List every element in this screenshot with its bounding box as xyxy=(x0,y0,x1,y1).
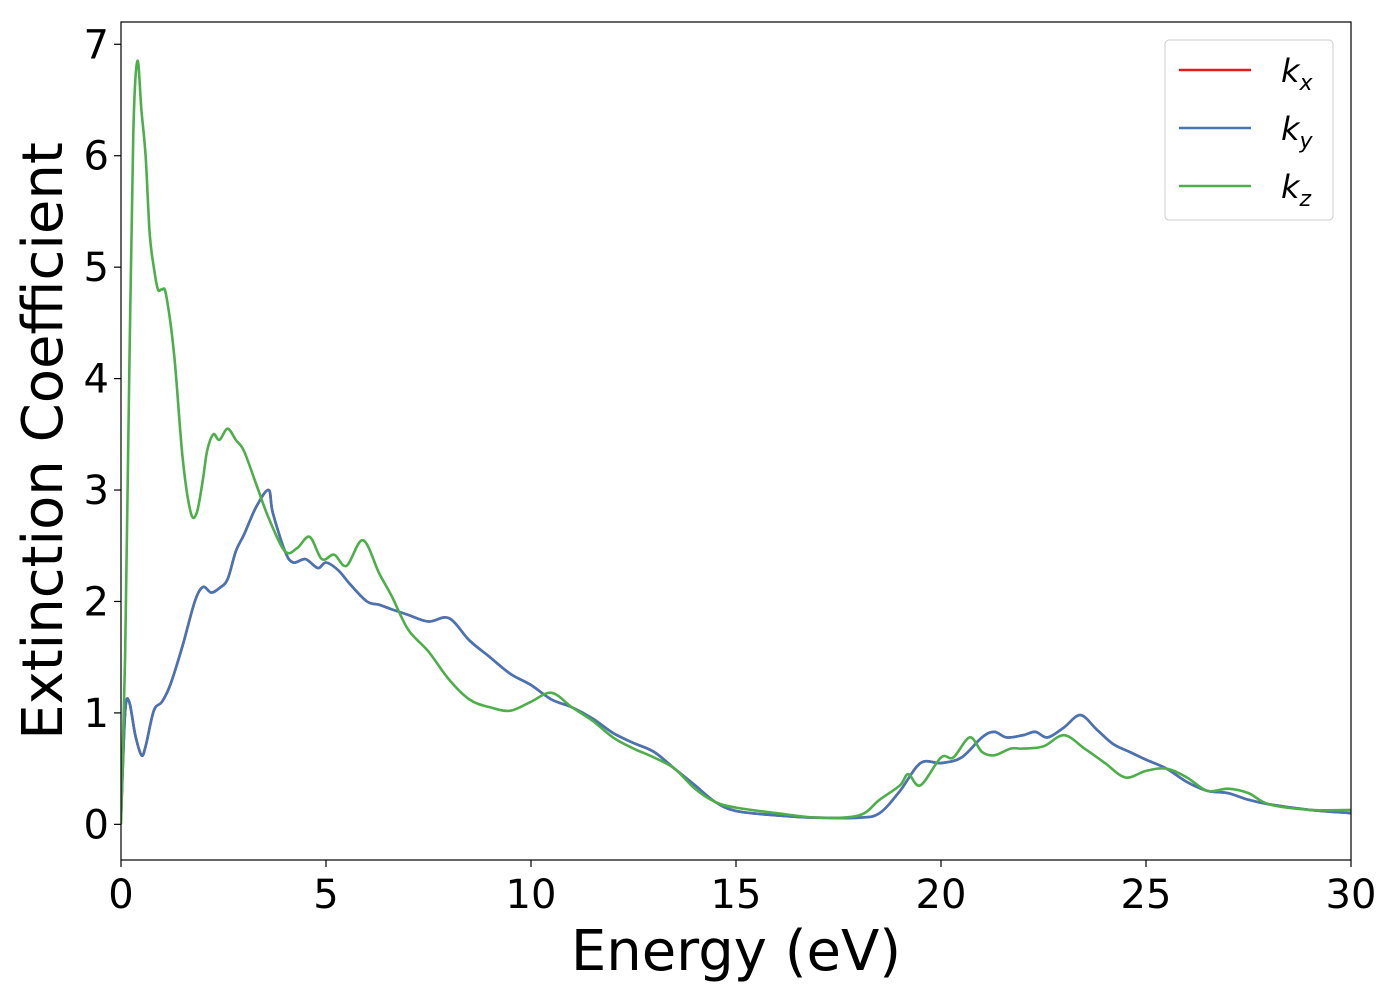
series-line-k_z xyxy=(121,59,1351,825)
y-axis-title: Extinction Coefficient xyxy=(11,142,76,740)
x-tick-label: 10 xyxy=(506,872,557,918)
y-tick-label: 5 xyxy=(84,245,109,291)
x-tick-label: 0 xyxy=(108,872,133,918)
legend-label-k_x: kx xyxy=(1281,52,1314,96)
legend-label-k_z: kz xyxy=(1281,168,1312,212)
y-tick-label: 4 xyxy=(84,357,109,403)
legend: kx ky kz xyxy=(1164,39,1334,221)
y-tick-label: 0 xyxy=(84,802,109,848)
x-tick-label: 25 xyxy=(1121,872,1172,918)
plot-area xyxy=(120,21,1352,861)
plot-background xyxy=(121,22,1351,860)
legend-box xyxy=(1164,39,1334,221)
x-tick-label: 15 xyxy=(711,872,762,918)
y-axis-ticks: 0 1 2 3 4 5 6 7 xyxy=(84,22,121,848)
x-tick-label: 30 xyxy=(1326,872,1377,918)
x-tick-label: 20 xyxy=(916,872,967,918)
legend-items: kx ky kz xyxy=(1179,52,1314,212)
y-tick-label: 2 xyxy=(84,579,109,625)
y-tick-label: 6 xyxy=(84,134,109,180)
y-tick-label: 1 xyxy=(84,691,109,737)
legend-label-k_y: ky xyxy=(1281,110,1314,154)
y-tick-label: 7 xyxy=(84,22,109,68)
series-layer xyxy=(121,59,1351,825)
x-axis-ticks: 0 5 10 15 20 25 30 xyxy=(108,860,1376,918)
y-tick-label: 3 xyxy=(84,468,109,514)
x-axis-title: Energy (eV) xyxy=(571,919,901,984)
series-line-k_y xyxy=(121,488,1351,820)
x-tick-label: 5 xyxy=(313,872,338,918)
